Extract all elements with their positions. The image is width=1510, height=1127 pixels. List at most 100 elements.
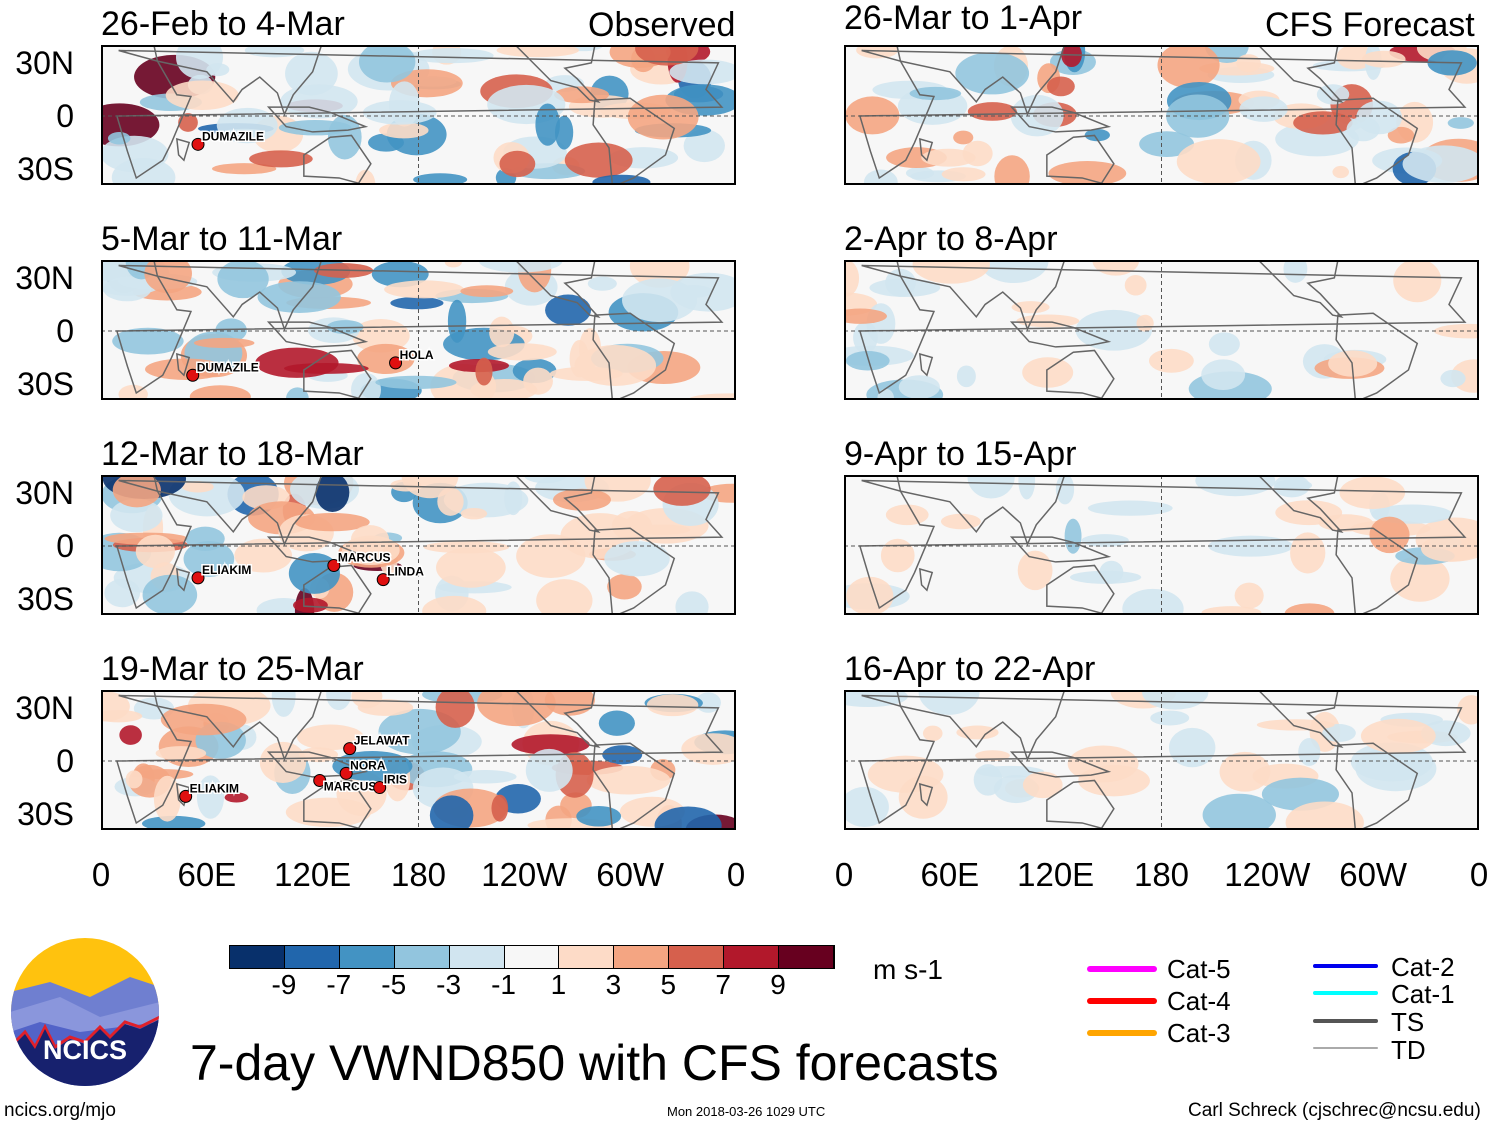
- panel-title: 5-Mar to 11-Mar: [101, 220, 343, 258]
- anomaly-blob: [1195, 475, 1276, 497]
- anomaly-blob: [1084, 128, 1110, 142]
- anomaly-blob: [219, 128, 269, 140]
- anomaly-blob: [574, 345, 657, 386]
- colorbar-swatch: [724, 946, 780, 968]
- storm-marker-icon: [191, 137, 205, 151]
- storm-name: MARCUS: [324, 779, 377, 793]
- anomaly-blob: [491, 794, 509, 822]
- anomaly-blob: [249, 150, 313, 168]
- anomaly-blob: [487, 343, 557, 361]
- anomaly-blob: [586, 765, 671, 795]
- ncics-logo: NCICS: [10, 937, 160, 1087]
- anomaly-blob: [1122, 588, 1184, 615]
- legend-label: Cat-4: [1167, 986, 1231, 1016]
- anomaly-blob: [176, 45, 224, 80]
- coastline: [1335, 742, 1419, 830]
- anomaly-blob: [413, 173, 468, 185]
- panel-title: 12-Mar to 18-Mar: [101, 435, 364, 473]
- anomaly-blob: [587, 276, 617, 291]
- anomaly-blob: [350, 525, 390, 553]
- colorbar-swatch: [504, 946, 560, 968]
- latitude-label: 0: [56, 98, 74, 134]
- longitude-label: 60W: [596, 856, 665, 893]
- longitude-label: 0: [91, 856, 111, 893]
- anomaly-blob: [1234, 582, 1264, 609]
- coastline: [303, 349, 372, 400]
- anomaly-blob: [460, 507, 488, 520]
- anomaly-blob: [602, 745, 643, 765]
- latitude-label: 0: [56, 528, 74, 564]
- anomaly-blob: [941, 167, 986, 182]
- anomaly-blob: [293, 597, 328, 613]
- anomaly-blob: [212, 163, 277, 175]
- anomaly-blob: [135, 534, 176, 569]
- anomaly-blob: [196, 775, 225, 819]
- latitude-label: 0: [56, 313, 74, 349]
- coastline: [1046, 134, 1115, 185]
- map-panel: DUMAZILE: [101, 45, 736, 185]
- anomaly-blob: [183, 540, 235, 578]
- anomaly-blob: [918, 690, 980, 715]
- anomaly-blob: [536, 579, 593, 615]
- anomaly-blob: [1018, 475, 1036, 500]
- anomaly-blob: [1402, 145, 1479, 183]
- anomaly-blob: [564, 142, 633, 178]
- anomaly-blob: [1022, 357, 1074, 388]
- anomaly-blob: [1390, 555, 1450, 602]
- anomaly-blob: [447, 299, 467, 343]
- anomaly-blob: [1239, 96, 1288, 122]
- logo-text: NCICS: [43, 1035, 127, 1065]
- anomaly-blob: [1022, 771, 1063, 799]
- legend-line-cat-2: [1313, 964, 1378, 968]
- anomaly-blob: [909, 86, 962, 101]
- longitude-label: 0: [834, 856, 854, 893]
- anomaly-blob: [1067, 745, 1139, 783]
- anomaly-blob: [511, 734, 590, 755]
- anomaly-blob: [675, 591, 709, 615]
- anomaly-blob: [410, 47, 494, 64]
- site-link[interactable]: ncics.org/mjo: [4, 1100, 116, 1121]
- anomaly-blob: [1169, 727, 1216, 768]
- observed-header: Observed: [588, 6, 736, 44]
- legend-line-cat-3: [1087, 1030, 1157, 1036]
- anomaly-blob: [994, 155, 1030, 185]
- longitude-label: 120E: [1017, 856, 1095, 893]
- anomaly-blob: [1046, 76, 1075, 97]
- panel-title: 26-Mar to 1-Apr: [844, 0, 1083, 37]
- anomaly-blob: [670, 272, 736, 312]
- anomaly-blob: [940, 513, 981, 530]
- colorbar-tick-label: -9: [271, 969, 297, 1000]
- anomaly-blob: [285, 797, 372, 828]
- anomaly-blob: [429, 795, 474, 830]
- storm-marker-icon: [373, 781, 387, 795]
- anomaly-blob: [1208, 332, 1240, 357]
- anomaly-blob: [922, 725, 943, 742]
- colorbar-tick-label: 5: [660, 969, 677, 1000]
- anomaly-blob: [1274, 479, 1313, 492]
- anomaly-blob: [607, 574, 642, 600]
- colorbar-tick-label: -5: [381, 969, 407, 1000]
- storm-marker-icon: [191, 571, 205, 585]
- anomaly-blob: [437, 487, 464, 516]
- anomaly-blob: [955, 52, 1030, 95]
- anomaly-blob: [477, 690, 556, 727]
- latitude-label: 30N: [15, 475, 74, 511]
- anomaly-blob: [185, 526, 225, 551]
- colorbar-tick-label: 7: [715, 969, 731, 1000]
- figure-title: 7-day VWND850 with CFS forecasts: [190, 1035, 999, 1091]
- anomaly-blob: [357, 699, 414, 716]
- colorbar-tick-label: -7: [326, 969, 352, 1000]
- map-panel: DUMAZILE HOLA: [101, 260, 736, 400]
- colorbar-tick-label: 9: [770, 969, 786, 1000]
- colorbar-tick-label: 1: [550, 969, 567, 1000]
- anomaly-blob: [153, 775, 181, 822]
- storm-marker-icon: [339, 766, 353, 780]
- anomaly-blob: [1361, 50, 1406, 68]
- author-credit: Carl Schreck (cjschrec@ncsu.edu): [1188, 1100, 1481, 1121]
- anomaly-blob: [1150, 710, 1190, 726]
- coastline: [592, 527, 676, 615]
- longitude-label: 0: [726, 856, 746, 893]
- anomaly-blob: [280, 84, 358, 119]
- coastline: [1335, 312, 1419, 400]
